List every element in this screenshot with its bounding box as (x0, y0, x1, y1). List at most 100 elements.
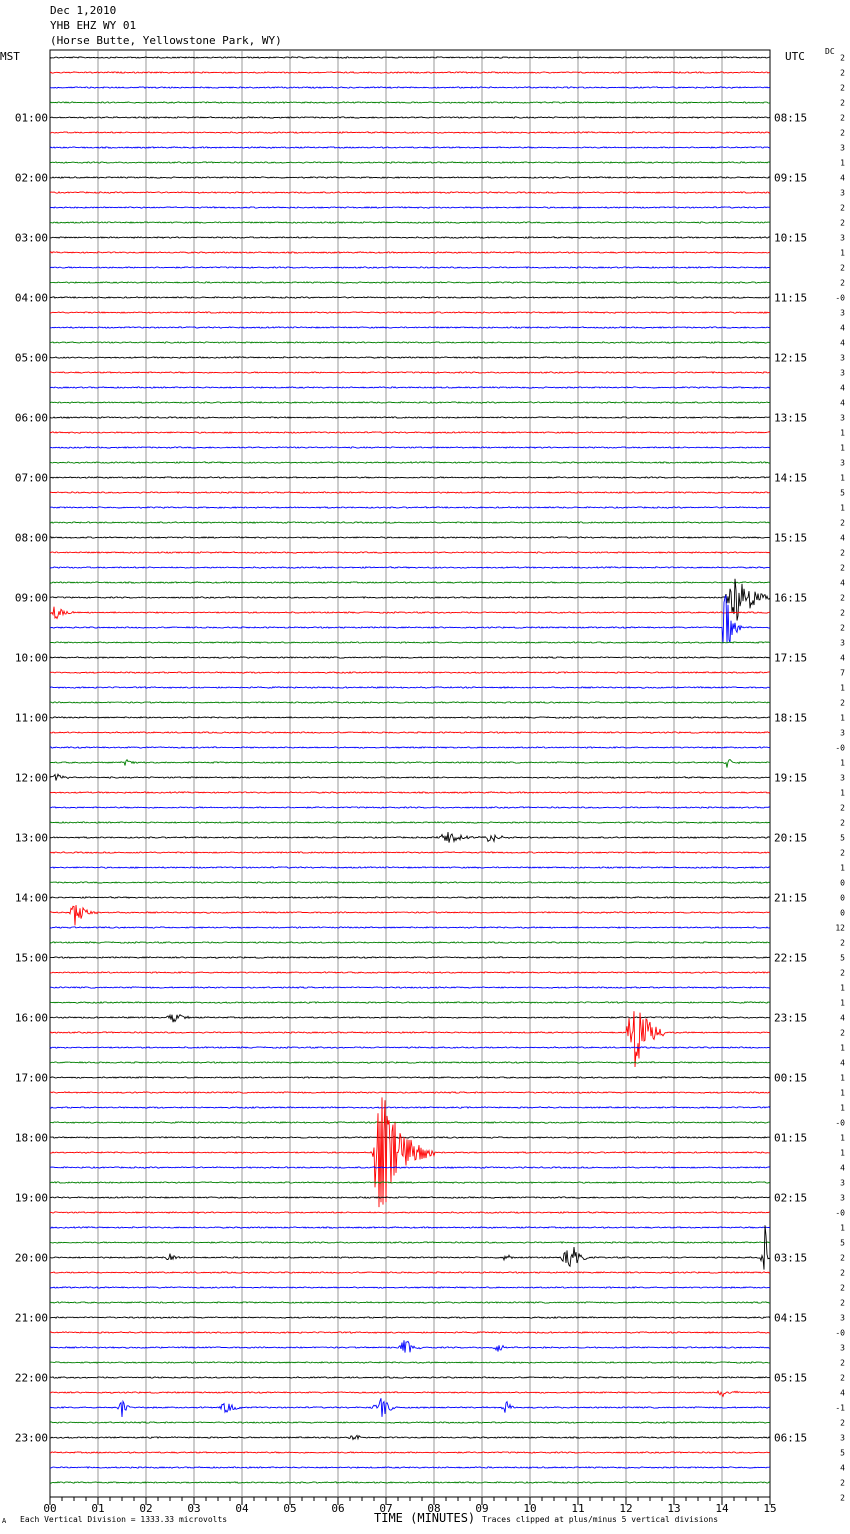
utc-hour-label: 18:15 (774, 712, 807, 725)
trace-row (49, 578, 771, 621)
dc-offset-label: 2 (840, 1359, 845, 1368)
mst-hour-label: 02:00 (15, 172, 48, 185)
trace-row (49, 1121, 770, 1124)
utc-hour-label: 05:15 (774, 1372, 807, 1385)
dc-offset-label: -0 (835, 1209, 845, 1218)
trace-row (49, 831, 771, 844)
header-station: YHB EHZ WY 01 (50, 19, 137, 32)
trace-row (49, 476, 770, 479)
x-tick-label: 08 (427, 1502, 440, 1515)
utc-hour-label: 21:15 (774, 892, 807, 905)
dc-offset-label: 4 (840, 534, 845, 543)
dc-offset-label: 1 (840, 999, 845, 1008)
trace-row (49, 326, 771, 329)
trace-row (49, 905, 771, 926)
trace-row (49, 1340, 771, 1353)
mst-hour-label: 17:00 (15, 1072, 48, 1085)
dc-offset-label: 12 (835, 924, 845, 933)
dc-offset-label: 4 (840, 339, 845, 348)
utc-hour-label: 17:15 (774, 652, 807, 665)
trace-row (49, 1011, 771, 1068)
trace-row (49, 606, 771, 620)
dc-offset-label: 1 (840, 759, 845, 768)
trace-row (50, 1136, 771, 1139)
x-tick-label: 07 (379, 1502, 392, 1515)
dc-offset-label: 2 (840, 114, 845, 123)
dc-offset-label: 2 (840, 819, 845, 828)
trace-row (49, 71, 770, 74)
mst-hour-label: 12:00 (15, 772, 48, 785)
trace-row (49, 131, 771, 134)
dc-offset-label: 3 (840, 369, 845, 378)
x-tick-label: 15 (763, 1502, 776, 1515)
dc-offset-label: 3 (840, 729, 845, 738)
dc-offset-label: -0 (835, 1329, 845, 1338)
trace-row (49, 251, 771, 254)
dc-offset-label: 1 (840, 1044, 845, 1053)
trace-row (49, 1211, 771, 1214)
trace-row (49, 446, 771, 449)
dc-offset-label: 2 (840, 1029, 845, 1038)
footer-clip-note: Traces clipped at plus/minus 5 vertical … (482, 1515, 719, 1524)
utc-hour-label: 15:15 (774, 532, 807, 545)
trace-row (49, 146, 771, 149)
trace-row (49, 1421, 771, 1424)
trace-row (49, 641, 771, 644)
trace-row (49, 311, 770, 314)
dc-offset-label: 2 (840, 624, 845, 633)
dc-offset-label: 5 (840, 1239, 845, 1248)
dc-offset-label: 2 (840, 609, 845, 618)
trace-row (49, 221, 771, 224)
utc-hour-label: 04:15 (774, 1312, 807, 1325)
trace-row (49, 1241, 771, 1244)
utc-hour-label: 02:15 (774, 1192, 807, 1205)
trace-row (49, 956, 771, 959)
dc-offset-label: 2 (840, 564, 845, 573)
trace-row (49, 791, 771, 794)
dc-offset-label: -0 (835, 744, 845, 753)
footer-scale-note: Each Vertical Division = 1333.33 microvo… (20, 1515, 228, 1524)
utc-hour-label: 20:15 (774, 832, 807, 845)
footer-corner-mark: A (2, 1517, 7, 1525)
header-location: (Horse Butte, Yellowstone Park, WY) (50, 34, 282, 47)
trace-row (49, 56, 771, 59)
trace-row (49, 1376, 771, 1379)
trace-row (49, 656, 771, 659)
trace-row (49, 431, 771, 434)
dc-offset-label: 2 (840, 519, 845, 528)
trace-row (49, 296, 771, 299)
dc-offset-label: 2 (840, 129, 845, 138)
mst-hour-label: 11:00 (15, 712, 48, 725)
trace-row (49, 758, 771, 768)
trace-row (49, 1398, 771, 1418)
trace-row (49, 1301, 771, 1304)
mst-hour-label: 21:00 (15, 1312, 48, 1325)
trace-row (49, 416, 771, 419)
dc-offset-label: 3 (840, 1179, 845, 1188)
dc-offset-label: 1 (840, 1134, 845, 1143)
dc-offset-label: 2 (840, 69, 845, 78)
trace-row (49, 1106, 771, 1109)
dc-offset-label: 4 (840, 384, 845, 393)
trace-row (49, 386, 771, 389)
trace-row (50, 716, 771, 719)
trace-row (49, 941, 771, 944)
dc-offset-label: 4 (840, 1014, 845, 1023)
dc-offset-label: 2 (840, 594, 845, 603)
trace-row (49, 1181, 771, 1184)
trace-row (49, 1046, 771, 1049)
mst-hour-label: 13:00 (15, 832, 48, 845)
trace-row (50, 701, 771, 704)
dc-offset-label: 3 (840, 414, 845, 423)
utc-hour-label: 11:15 (774, 292, 807, 305)
x-tick-label: 14 (715, 1502, 729, 1515)
dc-offset-label: 2 (840, 1479, 845, 1488)
dc-offset-label: 0 (840, 909, 845, 918)
trace-row (49, 281, 771, 284)
dc-offset-label: 4 (840, 579, 845, 588)
utc-hour-label: 08:15 (774, 112, 807, 125)
dc-offset-label: 4 (840, 1164, 845, 1173)
trace-row (49, 881, 771, 884)
trace-row (49, 266, 771, 269)
trace-row (49, 851, 771, 854)
